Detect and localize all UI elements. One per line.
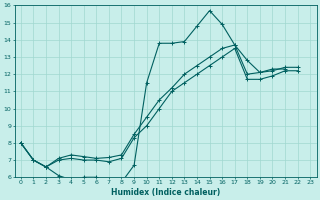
X-axis label: Humidex (Indice chaleur): Humidex (Indice chaleur) — [111, 188, 220, 197]
